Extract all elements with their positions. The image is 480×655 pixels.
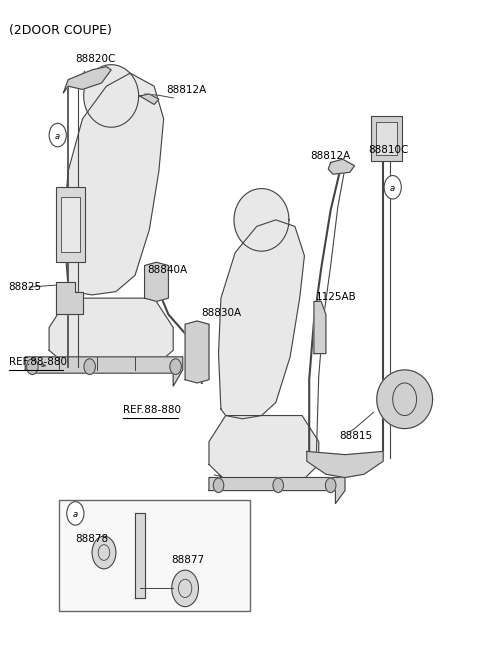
Polygon shape <box>84 65 139 127</box>
Text: 88815: 88815 <box>339 432 372 441</box>
Circle shape <box>49 123 66 147</box>
Circle shape <box>213 478 224 493</box>
Text: 88840A: 88840A <box>147 265 187 275</box>
Polygon shape <box>209 477 345 504</box>
Text: 88810C: 88810C <box>368 145 408 155</box>
Polygon shape <box>49 298 173 367</box>
Circle shape <box>170 359 181 375</box>
Text: REF.88-880: REF.88-880 <box>9 357 67 367</box>
Polygon shape <box>185 321 209 383</box>
Circle shape <box>273 478 283 493</box>
Circle shape <box>325 478 336 493</box>
Polygon shape <box>63 67 111 93</box>
Bar <box>371 115 402 161</box>
Polygon shape <box>63 73 164 295</box>
Polygon shape <box>328 159 355 174</box>
Text: 88825: 88825 <box>9 282 42 292</box>
Text: a: a <box>73 510 78 519</box>
Circle shape <box>27 359 38 375</box>
Bar <box>376 122 397 155</box>
Polygon shape <box>144 262 168 301</box>
Circle shape <box>172 570 199 607</box>
Text: (2DOOR COUPE): (2DOOR COUPE) <box>9 24 111 37</box>
Polygon shape <box>218 220 304 419</box>
Bar <box>61 197 80 252</box>
Circle shape <box>84 359 96 375</box>
Polygon shape <box>135 514 144 598</box>
Text: 88812A: 88812A <box>311 151 351 161</box>
Polygon shape <box>234 189 289 251</box>
Bar <box>56 187 85 262</box>
FancyBboxPatch shape <box>59 500 250 611</box>
Text: a: a <box>55 132 60 141</box>
Text: 1125AB: 1125AB <box>315 292 356 302</box>
Text: 88878: 88878 <box>75 534 108 544</box>
Polygon shape <box>377 370 432 428</box>
Circle shape <box>384 176 401 199</box>
Polygon shape <box>314 301 326 354</box>
Polygon shape <box>209 415 319 481</box>
Polygon shape <box>307 451 383 477</box>
Polygon shape <box>140 94 159 104</box>
Text: REF.88-880: REF.88-880 <box>123 405 181 415</box>
Text: 88877: 88877 <box>171 555 204 565</box>
Text: 88830A: 88830A <box>201 308 241 318</box>
Polygon shape <box>56 282 83 314</box>
Polygon shape <box>25 357 183 386</box>
Text: 88820C: 88820C <box>75 54 116 64</box>
Circle shape <box>67 502 84 525</box>
Text: 88812A: 88812A <box>166 85 206 95</box>
Text: a: a <box>390 184 395 193</box>
Circle shape <box>92 536 116 569</box>
